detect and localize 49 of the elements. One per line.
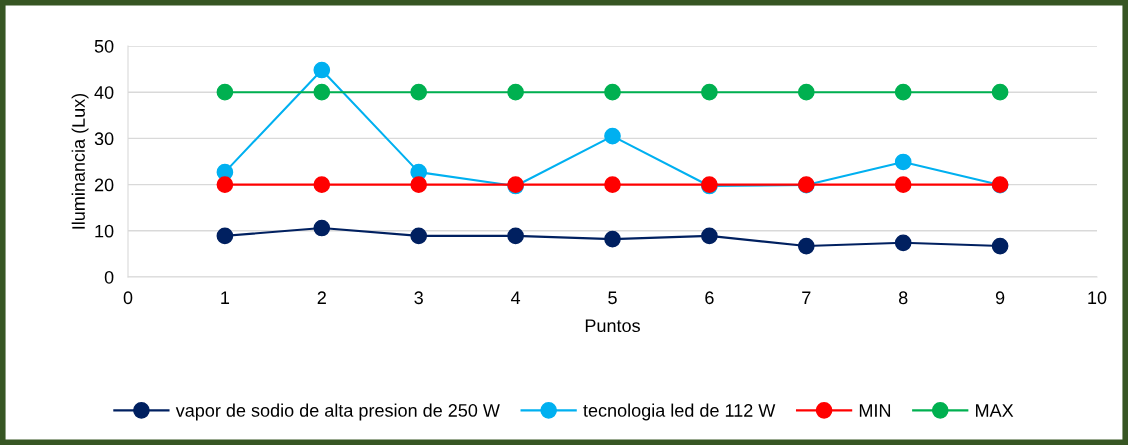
- point: [604, 230, 621, 248]
- point: [604, 83, 621, 101]
- point: [313, 176, 331, 193]
- point: [991, 83, 1009, 101]
- point: [894, 234, 912, 252]
- x-axis-title: Puntos: [585, 319, 640, 333]
- point: [701, 227, 718, 245]
- point: [894, 176, 912, 193]
- legend-label: vapor de sodio de alta presion de 250 W: [175, 403, 500, 421]
- x-tick-label: 6: [705, 291, 714, 305]
- point: [894, 83, 912, 101]
- point: [313, 61, 331, 79]
- point: [604, 176, 621, 193]
- y-tick-label: 40: [94, 86, 114, 99]
- x-tick-label: 1: [221, 291, 230, 304]
- legend-label: MAX: [976, 404, 1014, 417]
- point: [894, 153, 912, 171]
- point: [701, 83, 718, 101]
- point: [410, 83, 428, 101]
- x-tick-label: 5: [608, 291, 617, 305]
- y-tick-label: 50: [94, 39, 114, 53]
- point: [507, 227, 524, 245]
- x-tick-label: 7: [802, 291, 811, 304]
- point: [991, 237, 1009, 255]
- y-tick-label: 10: [95, 224, 114, 238]
- x-tick-label: 0: [123, 291, 133, 305]
- legend-label: MIN: [859, 404, 891, 417]
- y-axis-title: Iluminancia (Lux): [71, 93, 89, 229]
- point: [216, 176, 234, 193]
- point: [604, 127, 621, 145]
- point: [216, 227, 234, 245]
- legend-label: tecnologia led de 112 W: [583, 403, 776, 421]
- x-tick-label: 3: [414, 291, 423, 305]
- point: [410, 227, 428, 245]
- point: [797, 83, 815, 101]
- y-tick-label: 0: [104, 270, 114, 284]
- x-tick-label: 4: [510, 291, 521, 304]
- x-tick-label: 2: [317, 291, 326, 304]
- point: [313, 219, 331, 237]
- x-tick-label: 10: [1088, 291, 1107, 305]
- x-tick-label: 8: [898, 291, 908, 305]
- point: [507, 83, 524, 101]
- point: [410, 176, 428, 193]
- x-tick-label: 9: [995, 291, 1005, 305]
- point: [313, 83, 331, 101]
- point: [216, 83, 234, 101]
- y-tick-label: 30: [94, 132, 114, 146]
- y-tick-label: 20: [94, 178, 114, 192]
- point: [797, 237, 815, 255]
